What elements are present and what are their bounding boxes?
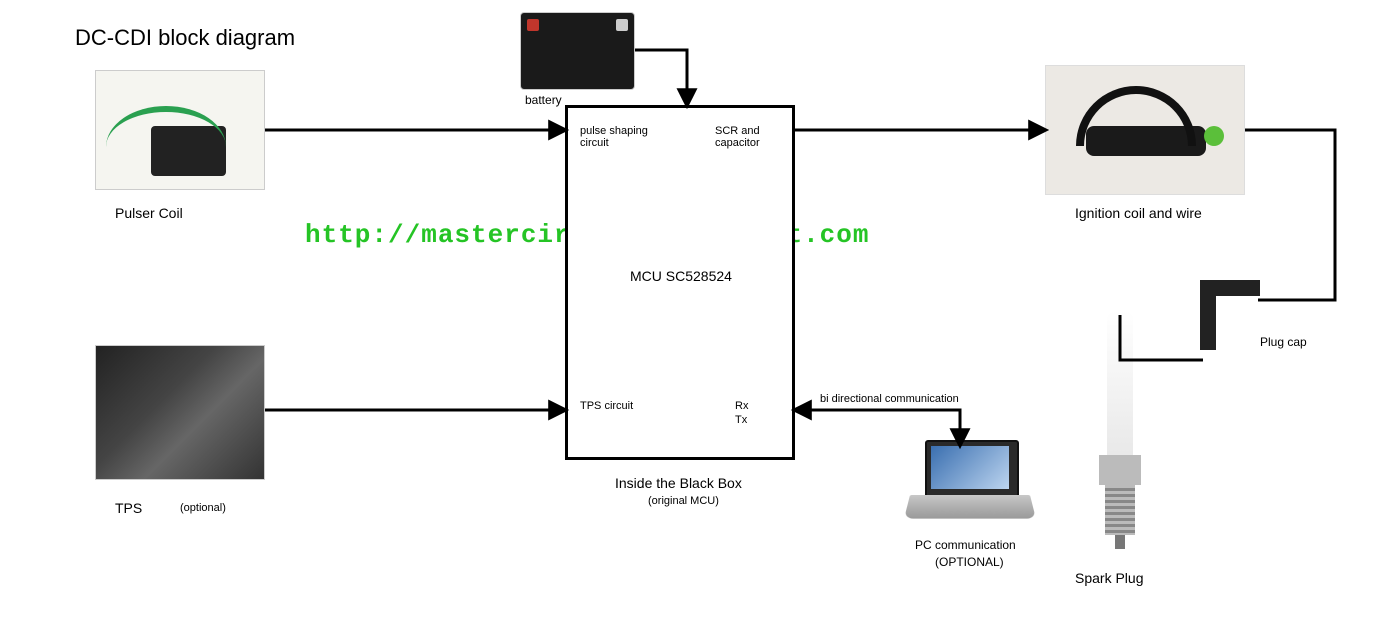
pc-comm-label: PC communication bbox=[915, 538, 1016, 552]
pulser-coil-label: Pulser Coil bbox=[115, 205, 183, 221]
pulser-coil-image bbox=[95, 70, 265, 190]
tps-optional-label: (optional) bbox=[180, 502, 226, 514]
mcu-label-scr-capacitor: SCR and capacitor bbox=[715, 125, 760, 149]
mcu-caption: Inside the Black Box bbox=[615, 475, 742, 491]
tps-label: TPS bbox=[115, 500, 142, 516]
pc-comm-optional-label: (OPTIONAL) bbox=[935, 555, 1004, 569]
edge-ign-to-plugcap bbox=[1245, 130, 1335, 300]
edge-battery-to-mcu bbox=[635, 50, 687, 105]
plug-cap-image bbox=[1200, 280, 1280, 380]
mcu-subcaption: (original MCU) bbox=[648, 495, 719, 507]
plug-cap-label: Plug cap bbox=[1260, 335, 1307, 349]
mcu-label-tps-circuit: TPS circuit bbox=[580, 400, 633, 412]
bidir-comm-label: bi directional communication bbox=[820, 393, 959, 405]
spark-plug-image bbox=[1085, 300, 1155, 560]
battery-image bbox=[520, 12, 635, 90]
spark-plug-label: Spark Plug bbox=[1075, 570, 1143, 586]
mcu-label-mcu-part: MCU SC528524 bbox=[630, 268, 732, 284]
mcu-label-pulse-shaping: pulse shaping circuit bbox=[580, 125, 648, 149]
ignition-coil-image bbox=[1045, 65, 1245, 195]
mcu-label-rx: Rx bbox=[735, 400, 748, 412]
battery-label: battery bbox=[525, 93, 562, 107]
diagram-title: DC-CDI block diagram bbox=[75, 25, 295, 51]
tps-image bbox=[95, 345, 265, 480]
mcu-label-tx: Tx bbox=[735, 414, 747, 426]
laptop-image bbox=[905, 440, 1035, 530]
ignition-coil-label: Ignition coil and wire bbox=[1075, 205, 1202, 221]
